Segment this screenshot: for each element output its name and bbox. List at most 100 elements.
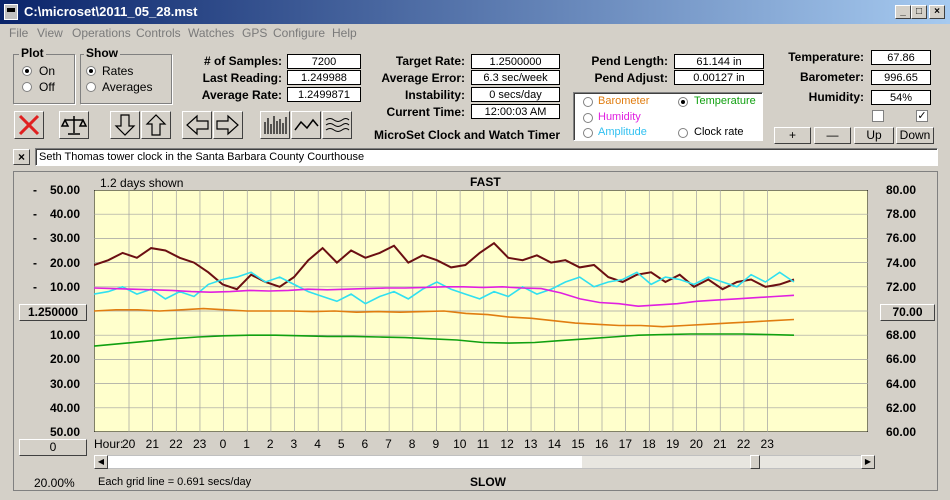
menu-operations[interactable]: Operations [72, 26, 131, 40]
amplitude-radio[interactable] [583, 128, 593, 138]
samples-label: # of Samples: [203, 54, 282, 68]
menu-file[interactable]: File [9, 26, 29, 40]
barometer-radio[interactable] [583, 97, 593, 107]
last-reading-label: Last Reading: [202, 71, 282, 85]
show-averages-radio[interactable] [86, 82, 96, 92]
left-axis-sign: - [33, 207, 37, 222]
show-group-label: Show [84, 46, 120, 60]
left-checkbox[interactable] [872, 110, 884, 122]
title-bar: C:\microset\2011_05_28.mst _ □ × [0, 0, 950, 24]
hour-tick: 4 [314, 437, 321, 451]
left-axis-tick: 20.00 [49, 255, 80, 270]
right-axis-tick: 78.00 [886, 207, 917, 222]
close-button[interactable]: × [929, 5, 945, 19]
instability-label: Instability: [404, 88, 465, 102]
humidity-radio[interactable] [583, 113, 593, 123]
plot-on-label[interactable]: On [39, 64, 56, 78]
right-axis-tick: 64.00 [886, 376, 917, 391]
hour-tick: 8 [408, 437, 416, 451]
arrow-right-button[interactable] [213, 111, 243, 139]
hour-tick: 12 [500, 437, 514, 451]
left-axis-sign: - [33, 255, 37, 270]
left-bottom-value-button[interactable]: 0 [19, 439, 87, 456]
maximize-button[interactable]: □ [911, 5, 927, 19]
left-axis-tick: 10.00 [49, 279, 80, 294]
plot-on-radio[interactable] [22, 66, 32, 76]
bars-plot-button[interactable] [260, 111, 290, 139]
left-axis-sign: - [33, 279, 37, 294]
wave-plot-icon [325, 118, 350, 132]
menu-configure[interactable]: Configure [273, 26, 326, 40]
minimize-button[interactable]: _ [895, 5, 911, 19]
arrow-right-icon [216, 114, 239, 136]
hour-tick: 2 [266, 437, 274, 451]
hour-tick: 5 [337, 437, 345, 451]
app-icon[interactable] [4, 4, 18, 20]
show-rates-label[interactable]: Rates [102, 64, 134, 78]
hour-tick: 23 [760, 437, 774, 451]
hour-tick: 15 [571, 437, 585, 451]
series-line-barometer [94, 307, 795, 328]
description-field[interactable]: Seth Thomas tower clock in the Santa Bar… [35, 148, 938, 166]
sensor-select-box [573, 92, 763, 141]
plot-off-radio[interactable] [22, 82, 32, 92]
left-axis-tick: 30.00 [49, 376, 80, 391]
temperature-value: 67.86 [871, 50, 931, 65]
plus-button[interactable]: + [774, 127, 811, 144]
plot-off-label[interactable]: Off [39, 80, 55, 94]
hour-tick: 14 [547, 437, 562, 451]
close-x-button[interactable] [14, 111, 44, 139]
hour-tick: 22 [169, 437, 183, 451]
hour-tick: 18 [642, 437, 656, 451]
show-averages-label[interactable]: Averages [102, 80, 153, 94]
menu-view[interactable]: View [37, 26, 63, 40]
menu-bar: File View Operations Controls Watches GP… [0, 24, 950, 42]
arrow-left-button[interactable] [182, 111, 212, 139]
right-axis-tick: 60.00 [886, 425, 917, 439]
arrow-left-icon [186, 114, 209, 136]
right-axis-tick: 76.00 [886, 231, 917, 246]
right-center-value-button[interactable]: 70.00 [880, 304, 935, 321]
left-axis-tick: 30.00 [49, 231, 80, 246]
humidity-option-label[interactable]: Humidity [598, 111, 641, 123]
menu-help[interactable]: Help [332, 26, 357, 40]
wave-plot-button[interactable] [322, 111, 352, 139]
minus-button[interactable]: — [814, 127, 851, 144]
hour-tick: 6 [361, 437, 369, 451]
clock-rate-option-label[interactable]: Clock rate [694, 126, 744, 138]
arrow-up-button[interactable] [141, 111, 171, 139]
right-checkbox[interactable]: ✓ [916, 110, 928, 122]
grid-scale-label: Each grid line = 0.691 secs/day [98, 476, 252, 488]
show-rates-radio[interactable] [86, 66, 96, 76]
line-plot-icon [294, 118, 319, 131]
menu-gps[interactable]: GPS [242, 26, 268, 40]
arrow-down-icon [114, 114, 136, 136]
temperature-option-label[interactable]: Temperature [694, 95, 756, 107]
line-plot-button[interactable] [291, 111, 321, 139]
down-button[interactable]: Down [896, 127, 934, 144]
up-button[interactable]: Up [854, 127, 894, 144]
menu-controls[interactable]: Controls [136, 26, 181, 40]
scroll-left-button[interactable]: ◀ [94, 455, 108, 469]
chart-plot [94, 190, 868, 432]
scrollbar-track[interactable] [108, 456, 582, 468]
bars-plot-icon [264, 116, 287, 134]
right-axis-tick: 68.00 [886, 328, 917, 343]
left-center-value-button[interactable]: 1.250000 [19, 304, 87, 321]
menu-watches[interactable]: Watches [188, 26, 235, 40]
app-caption: MicroSet Clock and Watch Timer [374, 128, 561, 142]
amplitude-option-label[interactable]: Amplitude [598, 126, 647, 138]
show-group [80, 54, 172, 104]
temperature-radio[interactable] [678, 97, 688, 107]
scroll-right-button[interactable]: ▶ [861, 455, 875, 469]
clock-rate-radio[interactable] [678, 128, 688, 138]
description-close-button[interactable]: × [13, 149, 30, 165]
window-title: C:\microset\2011_05_28.mst [24, 4, 198, 19]
hour-tick: 3 [290, 437, 298, 451]
arrow-down-button[interactable] [110, 111, 140, 139]
scrollbar-thumb[interactable] [750, 455, 760, 469]
barometer-option-label[interactable]: Barometer [598, 95, 650, 107]
barometer-value: 996.65 [871, 70, 931, 85]
pend-adjust-value: 0.00127 in [674, 70, 764, 85]
balance-button[interactable] [59, 111, 89, 139]
